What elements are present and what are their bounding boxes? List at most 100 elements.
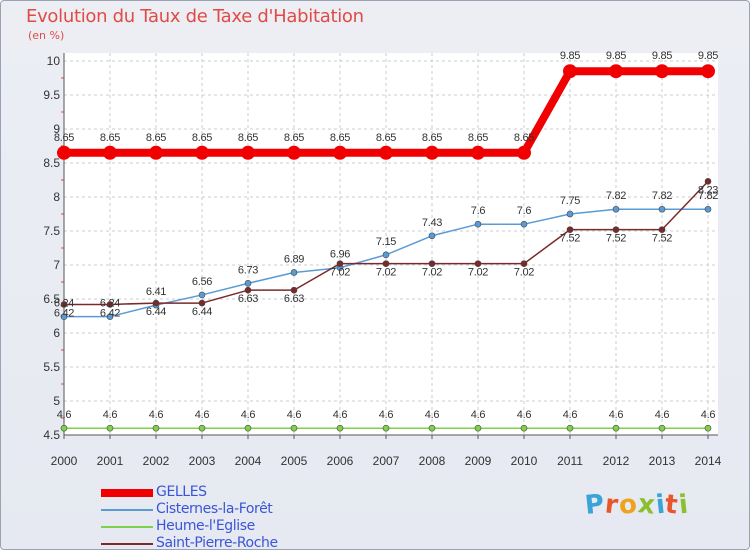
- data-label: 8.65: [468, 132, 488, 144]
- x-tick-label: 2012: [603, 454, 630, 468]
- data-point: [566, 424, 574, 432]
- data-label: 6.42: [100, 307, 120, 319]
- y-tick-label: 10: [47, 54, 61, 68]
- data-point: [655, 64, 669, 79]
- data-point: [566, 210, 574, 218]
- data-label: 7.02: [514, 267, 534, 279]
- data-label: 8.65: [284, 132, 304, 144]
- data-label: 6.56: [192, 276, 212, 288]
- data-point: [701, 64, 715, 79]
- data-label: 8.65: [54, 132, 74, 144]
- data-point: [471, 145, 485, 160]
- data-point: [195, 145, 209, 160]
- legend-label: Saint-Pierre-Roche: [156, 535, 278, 550]
- x-tick-label: 2003: [189, 454, 216, 468]
- data-label: 4.6: [425, 409, 440, 421]
- x-tick-label: 2008: [419, 454, 446, 468]
- data-label: 7.82: [652, 190, 672, 202]
- data-label: 7.02: [422, 267, 442, 279]
- y-tick-label: 6: [53, 326, 60, 340]
- legend-swatch: [101, 489, 153, 497]
- data-point: [382, 424, 390, 432]
- data-label: 8.65: [422, 132, 442, 144]
- data-point: [290, 269, 298, 276]
- data-label: 4.6: [287, 409, 302, 421]
- series-0: [57, 64, 715, 160]
- y-tick-label: 7: [53, 258, 60, 272]
- data-label: 6.41: [146, 286, 166, 298]
- data-label: 7.52: [560, 233, 580, 245]
- data-label: 7.75: [560, 195, 580, 207]
- legend-swatch: [101, 543, 153, 545]
- data-label: 9.85: [560, 50, 580, 62]
- data-point: [106, 301, 114, 308]
- proxiti-logo: Proxiti: [583, 489, 691, 521]
- data-point: [425, 145, 439, 160]
- y-tick-label: 9.5: [43, 88, 60, 102]
- data-point: [520, 424, 528, 432]
- data-label: 4.6: [195, 409, 210, 421]
- data-point: [612, 226, 620, 233]
- plot-background: [64, 53, 718, 435]
- data-label: 8.65: [514, 132, 534, 144]
- data-point: [152, 299, 160, 307]
- y-tick-label: 8: [53, 190, 60, 204]
- x-tick-label: 2007: [373, 454, 400, 468]
- data-point: [336, 424, 344, 432]
- data-point: [612, 205, 620, 213]
- data-point: [287, 145, 301, 160]
- data-point: [290, 286, 298, 294]
- data-label: 7.52: [652, 233, 672, 245]
- data-point: [520, 220, 528, 228]
- data-point: [336, 260, 344, 267]
- x-tick-label: 2014: [695, 454, 722, 468]
- data-label: 6.89: [284, 253, 304, 265]
- data-point: [382, 260, 390, 267]
- data-point: [520, 260, 528, 267]
- x-tick-label: 2009: [465, 454, 492, 468]
- y-tick-label: 4.5: [43, 428, 60, 442]
- data-point: [704, 424, 712, 432]
- y-tick-label: 6.5: [43, 292, 60, 306]
- data-point: [428, 260, 436, 267]
- data-point: [474, 424, 482, 432]
- data-label: 9.85: [652, 50, 672, 62]
- data-point: [333, 145, 347, 160]
- series-layer: [57, 64, 715, 432]
- data-label: 6.42: [54, 307, 74, 319]
- y-tick-label: 7.5: [43, 224, 60, 238]
- data-point: [244, 424, 252, 432]
- data-point: [563, 64, 577, 79]
- legend-label: Heume-l'Eglise: [156, 518, 255, 534]
- data-point: [244, 280, 252, 287]
- data-point: [474, 220, 482, 228]
- data-point: [704, 178, 712, 185]
- data-label: 4.6: [57, 409, 72, 421]
- data-point: [149, 145, 163, 160]
- x-tick-label: 2002: [143, 454, 170, 468]
- legend-swatch: [101, 526, 153, 528]
- x-tick-label: 2004: [235, 454, 262, 468]
- data-label: 4.6: [103, 409, 118, 421]
- data-label: 8.23: [698, 184, 718, 196]
- data-label: 8.65: [146, 132, 166, 144]
- x-tick-label: 2006: [327, 454, 354, 468]
- data-label: 7.02: [376, 267, 396, 279]
- data-point: [382, 251, 390, 259]
- y-tick-label: 5.5: [43, 360, 60, 374]
- data-label: 6.44: [192, 306, 212, 318]
- data-label: 4.6: [333, 409, 348, 421]
- data-label: 8.65: [238, 132, 258, 144]
- legend-label: GELLES: [156, 484, 207, 500]
- data-point: [60, 301, 68, 308]
- data-label: 9.85: [606, 50, 626, 62]
- data-label: 6.63: [238, 293, 258, 305]
- x-tick-label: 2011: [557, 454, 583, 468]
- data-label: 9.85: [698, 50, 718, 62]
- chart-unit: (en %): [28, 29, 65, 42]
- axis-layer: 4.5 5 5.5 6 6.5 7 7.5 8 8.5 9 9.5 10 2000 2001 2002 200…: [43, 53, 722, 468]
- data-label: 6.63: [284, 293, 304, 305]
- data-point: [566, 226, 574, 233]
